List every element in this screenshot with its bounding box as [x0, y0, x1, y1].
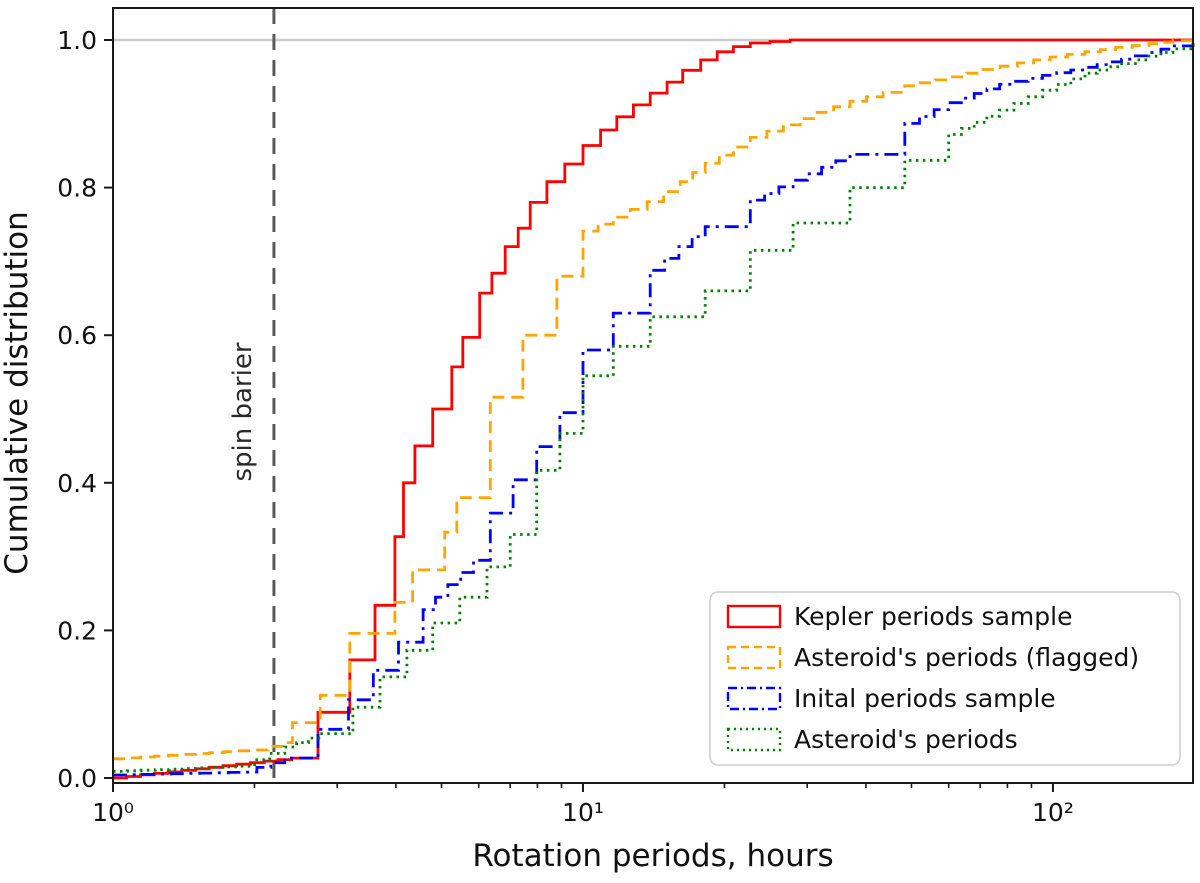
- legend-box: [709, 591, 1181, 766]
- y-tick-label: 0.6: [57, 321, 97, 350]
- spin-barrier-label: spin barier: [228, 342, 258, 481]
- legend-swatch-dashed-icon: [726, 645, 782, 670]
- legend-item: Asteroid's periods: [726, 725, 1018, 754]
- legend-label: Asteroid's periods: [794, 725, 1018, 754]
- series-line-0: [113, 38, 1193, 780]
- legend-swatch-dashdot-icon: [726, 686, 782, 711]
- x-tick-label: 10²: [1032, 798, 1074, 827]
- y-tick-label: 0.0: [57, 764, 97, 793]
- y-tick-label: 0.4: [57, 469, 97, 498]
- series-line-2: [113, 40, 1195, 777]
- legend-item: Inital periods sample: [726, 684, 1056, 713]
- x-tick-label: 10¹: [562, 798, 604, 827]
- legend-label: Kepler periods sample: [794, 602, 1072, 631]
- y-tick-label: 1.0: [57, 26, 97, 55]
- plot-border: [112, 7, 1194, 784]
- y-tick-label: 0.8: [57, 174, 97, 203]
- y-axis-label: Cumulative distribution: [0, 211, 35, 574]
- legend-item: Asteroid's periods (flagged): [726, 643, 1139, 672]
- legend-item: Kepler periods sample: [726, 602, 1072, 631]
- legend-swatch-dotted-icon: [726, 727, 782, 752]
- legend-label: Asteroid's periods (flagged): [794, 643, 1139, 672]
- x-axis-label: Rotation periods, hours: [472, 838, 833, 874]
- legend-swatch-solid-icon: [726, 604, 782, 629]
- x-tick-label: 10⁰: [92, 798, 134, 827]
- y-tick-label: 0.2: [57, 616, 97, 645]
- series-line-1: [113, 39, 1195, 761]
- legend-label: Inital periods sample: [794, 684, 1056, 713]
